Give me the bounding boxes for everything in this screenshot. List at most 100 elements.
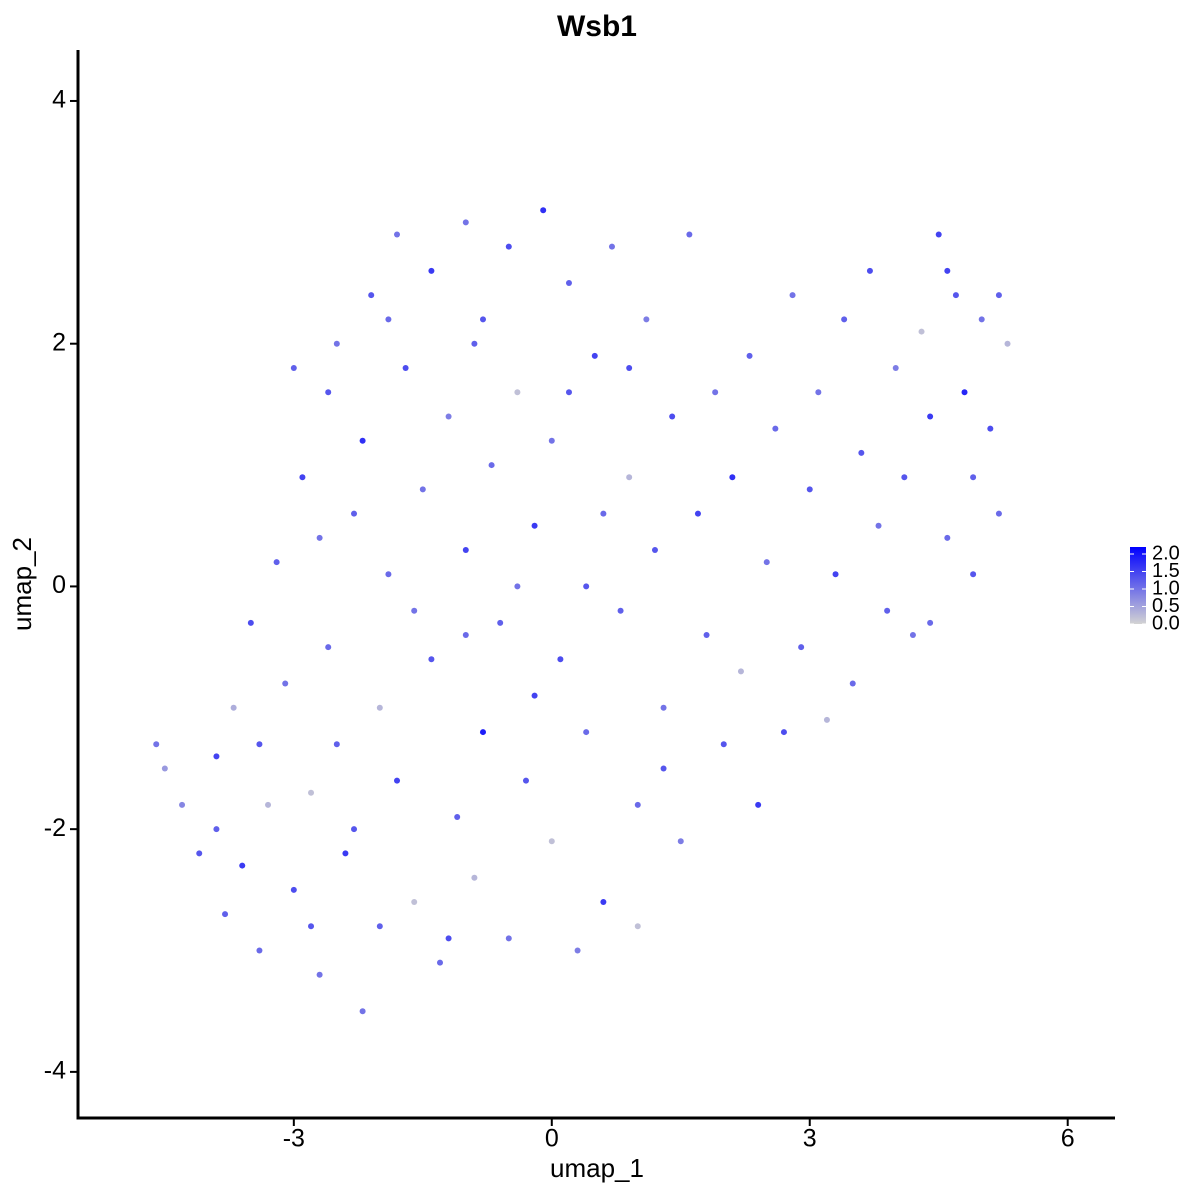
point bbox=[909, 631, 916, 638]
point bbox=[651, 547, 658, 554]
x-tick-label: 6 bbox=[1061, 1125, 1075, 1153]
point bbox=[239, 862, 246, 869]
point bbox=[841, 316, 848, 323]
point bbox=[995, 510, 1002, 517]
point bbox=[961, 389, 968, 396]
point bbox=[755, 801, 762, 808]
point bbox=[488, 462, 495, 469]
point bbox=[531, 692, 538, 699]
point bbox=[540, 207, 547, 214]
point bbox=[333, 340, 340, 347]
x-axis-label: umap_1 bbox=[550, 1153, 644, 1183]
point bbox=[720, 741, 727, 748]
point bbox=[342, 850, 349, 857]
point bbox=[290, 364, 297, 371]
point bbox=[179, 801, 186, 808]
point bbox=[548, 437, 555, 444]
point bbox=[548, 838, 555, 845]
point bbox=[591, 352, 598, 359]
point bbox=[359, 437, 366, 444]
y-tick-label: -2 bbox=[44, 814, 66, 842]
point bbox=[970, 474, 977, 481]
point bbox=[737, 668, 744, 675]
point bbox=[385, 316, 392, 323]
point bbox=[660, 765, 667, 772]
point bbox=[497, 619, 504, 626]
point bbox=[471, 340, 478, 347]
y-tick-label: 0 bbox=[52, 571, 66, 599]
point bbox=[927, 619, 934, 626]
point bbox=[626, 474, 633, 481]
point bbox=[849, 680, 856, 687]
point bbox=[454, 814, 461, 821]
point bbox=[385, 571, 392, 578]
point bbox=[565, 389, 572, 396]
point bbox=[832, 571, 839, 578]
point bbox=[479, 729, 486, 736]
point bbox=[462, 631, 469, 638]
point bbox=[712, 389, 719, 396]
point bbox=[376, 923, 383, 930]
point bbox=[428, 267, 435, 274]
point bbox=[583, 583, 590, 590]
point bbox=[970, 571, 977, 578]
point bbox=[394, 777, 401, 784]
colorbar-tick-label: 2.0 bbox=[1152, 542, 1180, 564]
point bbox=[600, 510, 607, 517]
x-tick-label: 0 bbox=[545, 1125, 559, 1153]
point bbox=[333, 741, 340, 748]
point bbox=[290, 886, 297, 893]
point bbox=[634, 801, 641, 808]
point bbox=[875, 522, 882, 529]
point bbox=[617, 607, 624, 614]
point bbox=[256, 947, 263, 954]
point bbox=[256, 741, 263, 748]
point bbox=[265, 801, 272, 808]
point bbox=[411, 607, 418, 614]
point bbox=[935, 231, 942, 238]
point bbox=[884, 607, 891, 614]
point bbox=[746, 352, 753, 359]
colorbar-tick-label: 1.0 bbox=[1152, 577, 1180, 599]
colorbar bbox=[1130, 547, 1146, 624]
point bbox=[703, 631, 710, 638]
point bbox=[222, 911, 229, 918]
point bbox=[230, 704, 237, 711]
point bbox=[522, 777, 529, 784]
colorbar-tick-label: 1.5 bbox=[1152, 560, 1180, 582]
point bbox=[660, 704, 667, 711]
point bbox=[574, 947, 581, 954]
point bbox=[445, 935, 452, 942]
point bbox=[505, 243, 512, 250]
point bbox=[462, 219, 469, 226]
point bbox=[282, 680, 289, 687]
point bbox=[789, 292, 796, 299]
point bbox=[858, 449, 865, 456]
chart-title: Wsb1 bbox=[557, 10, 637, 43]
point bbox=[978, 316, 985, 323]
point bbox=[987, 425, 994, 432]
point bbox=[995, 292, 1002, 299]
point bbox=[299, 474, 306, 481]
point bbox=[376, 704, 383, 711]
point bbox=[600, 898, 607, 905]
point bbox=[669, 413, 676, 420]
point bbox=[1004, 340, 1011, 347]
point bbox=[161, 765, 168, 772]
point bbox=[394, 231, 401, 238]
point bbox=[643, 316, 650, 323]
point bbox=[411, 898, 418, 905]
point bbox=[247, 619, 254, 626]
point bbox=[213, 753, 220, 760]
point bbox=[308, 789, 315, 796]
point bbox=[729, 474, 736, 481]
point bbox=[927, 413, 934, 420]
point bbox=[772, 425, 779, 432]
y-tick-label: 2 bbox=[52, 328, 66, 356]
point bbox=[514, 389, 521, 396]
point bbox=[325, 389, 332, 396]
point bbox=[806, 486, 813, 493]
y-tick-label: -4 bbox=[44, 1056, 66, 1084]
point bbox=[479, 316, 486, 323]
point bbox=[608, 243, 615, 250]
